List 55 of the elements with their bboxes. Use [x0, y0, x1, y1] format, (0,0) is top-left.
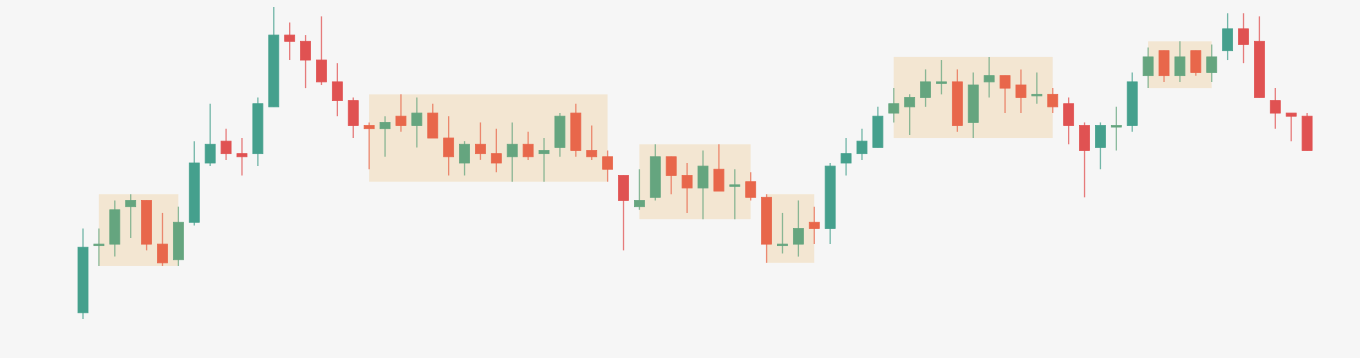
- candlestick: [443, 115, 455, 177]
- candlestick: [920, 68, 931, 108]
- candlestick: [713, 143, 725, 192]
- candlestick: [1269, 87, 1281, 130]
- candlestick: [1222, 12, 1234, 61]
- candlestick: [1095, 121, 1106, 170]
- candlestick: [681, 162, 693, 214]
- candlestick: [1142, 46, 1154, 89]
- candlestick: [729, 168, 741, 220]
- candlestick: [395, 93, 407, 133]
- candlestick: [459, 140, 470, 177]
- candlestick: [236, 137, 248, 177]
- candlestick: [1031, 71, 1043, 105]
- candlestick: [999, 74, 1011, 114]
- candlestick: [1285, 112, 1297, 142]
- candlestick: [1047, 87, 1059, 114]
- candlestick: [1110, 106, 1122, 152]
- candlestick: [602, 149, 614, 183]
- candlestick: [506, 121, 518, 183]
- candlestick: [379, 115, 391, 158]
- candlestick: [490, 128, 502, 174]
- candlestick: [777, 212, 788, 255]
- candlestick: [697, 149, 709, 220]
- candlestick: [665, 156, 677, 195]
- candlestick: [1206, 43, 1218, 83]
- candlestick: [1238, 12, 1249, 64]
- candlestick: [316, 15, 327, 86]
- candlestick: [538, 137, 550, 183]
- candlestick: [904, 93, 916, 136]
- candlestick: [204, 103, 216, 167]
- candlestick: [1015, 68, 1027, 114]
- candlestick: [522, 131, 534, 161]
- candlestick: [125, 193, 137, 239]
- candlestick: [331, 62, 343, 117]
- candlestick: [856, 128, 868, 161]
- candlestick: [411, 96, 423, 149]
- candlestick: [792, 199, 804, 258]
- candlestick: [808, 206, 820, 245]
- candlestick: [586, 124, 598, 161]
- candlestick: [300, 34, 311, 89]
- candlestick: [1174, 40, 1186, 83]
- candlestick: [936, 59, 947, 96]
- candlestick: [284, 21, 296, 61]
- candlestick: [1190, 50, 1202, 77]
- candlestick: [1063, 96, 1075, 145]
- candlestick: [157, 212, 168, 267]
- candlestick: [745, 171, 757, 202]
- candlestick: [840, 137, 852, 177]
- candlestick: [93, 227, 105, 267]
- candlestick: [634, 168, 645, 211]
- candlestick: [983, 56, 995, 99]
- candlestick: [888, 87, 900, 124]
- candlestick: [475, 121, 486, 161]
- candlestick: [363, 121, 375, 170]
- candlestick: [220, 128, 232, 161]
